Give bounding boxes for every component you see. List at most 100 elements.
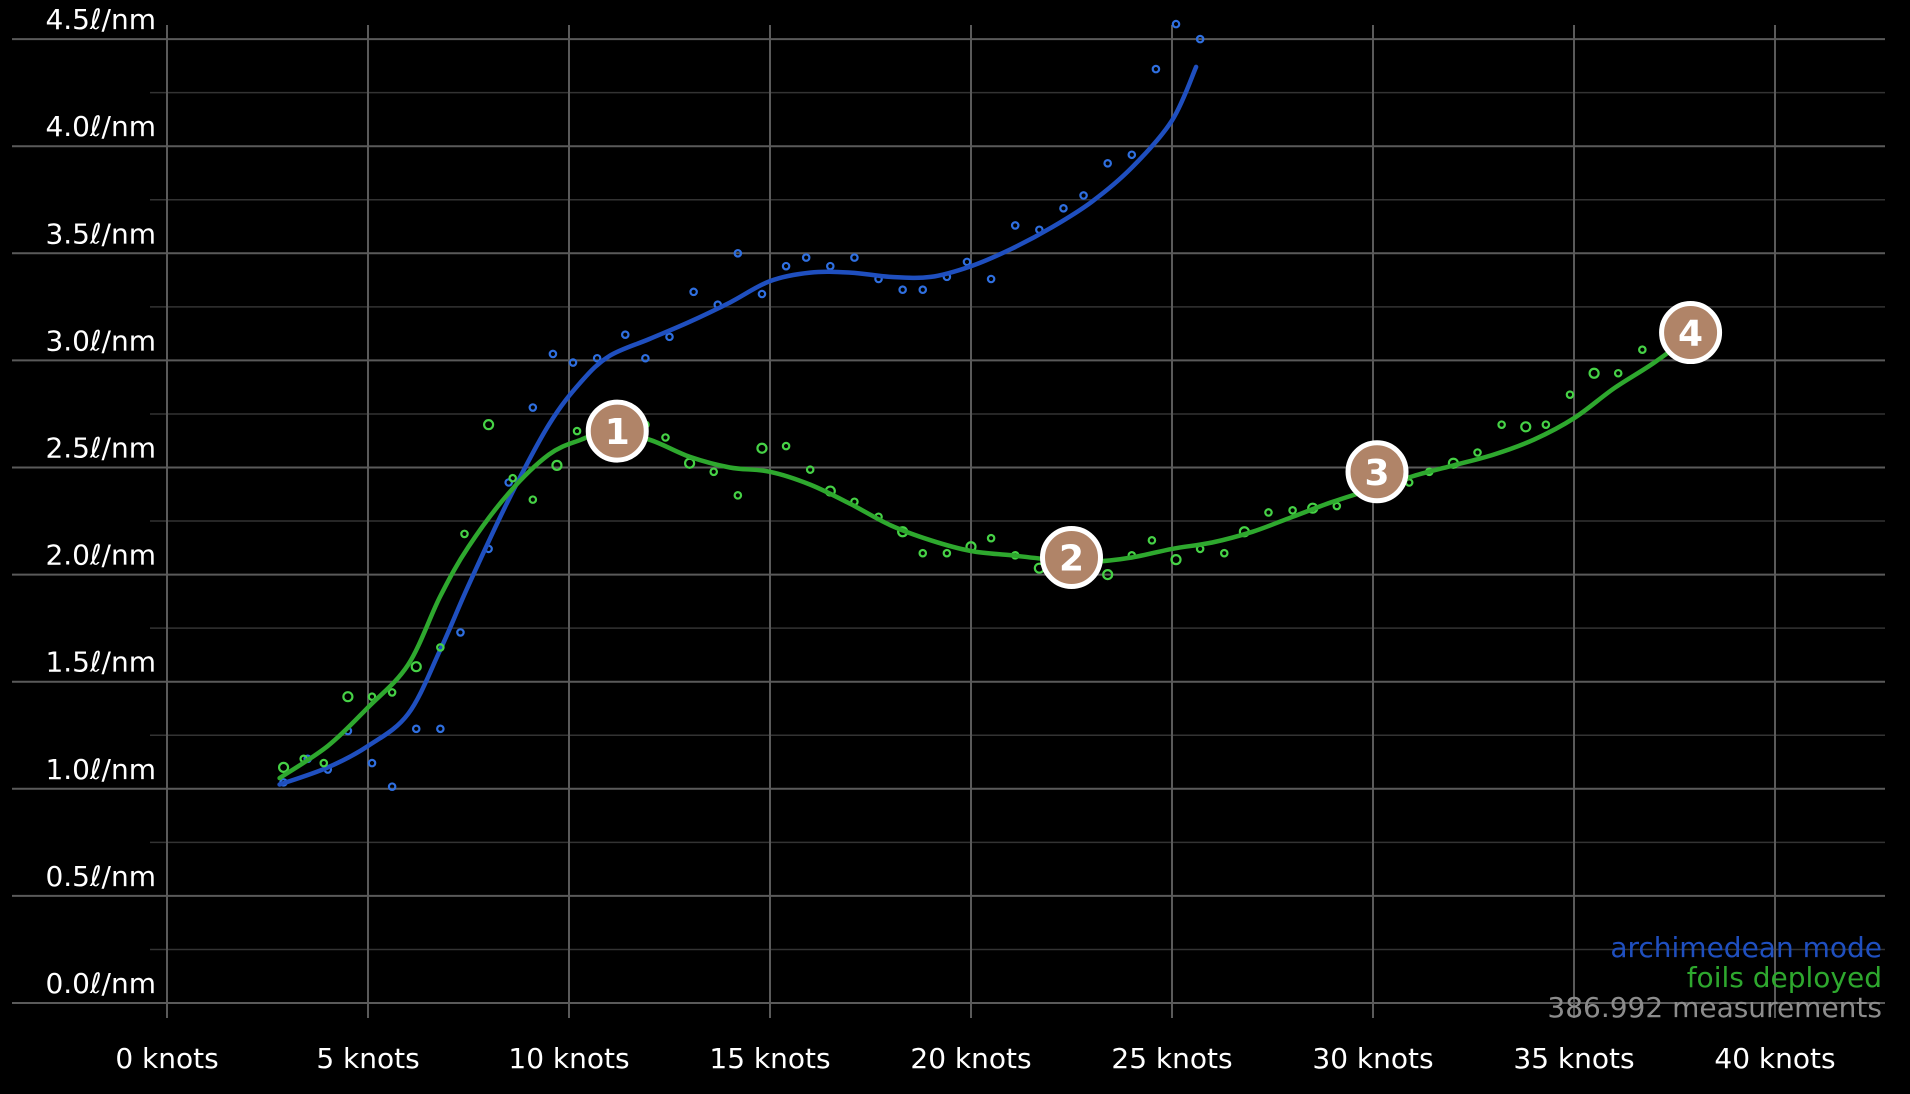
x-tick-label: 15 knots bbox=[709, 1042, 830, 1075]
data-point-foils bbox=[709, 467, 719, 477]
data-point-foils bbox=[1520, 421, 1532, 433]
legend-archimedean: archimedean mode bbox=[1610, 931, 1882, 964]
marker-label: 3 bbox=[1364, 453, 1389, 494]
series-layer bbox=[277, 19, 1697, 791]
data-point-foils bbox=[1219, 548, 1229, 558]
data-point-archimedean bbox=[641, 353, 650, 363]
data-point-archimedean bbox=[568, 358, 578, 367]
data-point-foils bbox=[1332, 501, 1342, 511]
marker-circle bbox=[585, 399, 649, 463]
y-tick-label: 2.5ℓ/nm bbox=[45, 432, 156, 465]
data-point-foils bbox=[367, 692, 377, 701]
data-point-foils bbox=[1264, 508, 1273, 517]
data-point-foils bbox=[1473, 448, 1482, 457]
data-point-archimedean bbox=[387, 782, 397, 791]
data-point-foils bbox=[942, 548, 952, 558]
minor-gridlines bbox=[150, 91, 1885, 951]
legend: archimedean mode foils deployed 386.992 … bbox=[1547, 931, 1882, 1024]
x-tick-label: 20 knots bbox=[910, 1042, 1031, 1075]
data-point-foils bbox=[733, 491, 743, 500]
trend-line-archimedean bbox=[277, 64, 1199, 787]
x-tick-label: 10 knots bbox=[508, 1042, 629, 1075]
data-point-archimedean bbox=[456, 628, 465, 637]
legend-measurements: 386.992 measurements bbox=[1547, 991, 1882, 1024]
series-archimedean bbox=[277, 19, 1205, 791]
data-point-archimedean bbox=[1103, 159, 1112, 168]
data-point-foils bbox=[805, 465, 815, 474]
marker-label: 2 bbox=[1059, 538, 1084, 579]
y-tick-label: 1.5ℓ/nm bbox=[45, 646, 156, 679]
data-point-archimedean bbox=[1010, 221, 1020, 230]
data-point-foils bbox=[436, 643, 445, 652]
data-point-archimedean bbox=[1151, 64, 1161, 74]
marker-3: 3 bbox=[1345, 440, 1409, 504]
data-point-archimedean bbox=[436, 724, 445, 734]
y-axis: 0.0ℓ/nm 0.5ℓ/nm 1.0ℓ/nm 1.5ℓ/nm 2.0ℓ/nm 2.5ℓ/… bbox=[45, 3, 156, 1000]
data-point-foils bbox=[918, 548, 928, 558]
data-point-archimedean bbox=[825, 261, 835, 271]
y-tick-label: 0.0ℓ/nm bbox=[45, 967, 156, 1000]
x-axis: 0 knots 5 knots 10 knots 15 knots 20 knots 25… bbox=[115, 1042, 1835, 1075]
data-point-archimedean bbox=[620, 330, 630, 339]
data-point-archimedean bbox=[1171, 19, 1181, 29]
x-tick-label: 25 knots bbox=[1111, 1042, 1232, 1075]
data-point-archimedean bbox=[918, 285, 928, 295]
marker-1: 1 bbox=[585, 399, 649, 463]
data-point-archimedean bbox=[689, 287, 698, 297]
x-tick-label: 30 knots bbox=[1312, 1042, 1433, 1075]
series-foils bbox=[277, 330, 1697, 781]
legend-foils: foils deployed bbox=[1687, 961, 1882, 994]
marker-circle bbox=[1345, 440, 1409, 504]
data-point-foils bbox=[528, 495, 538, 504]
marker-layer: 1 2 3 4 bbox=[585, 301, 1723, 589]
data-point-foils bbox=[781, 441, 791, 451]
data-point-foils bbox=[1102, 568, 1114, 581]
y-tick-label: 1.0ℓ/nm bbox=[45, 753, 156, 786]
data-point-foils bbox=[319, 758, 329, 768]
data-point-foils bbox=[342, 691, 354, 703]
y-tick-label: 4.0ℓ/nm bbox=[45, 110, 156, 143]
data-point-archimedean bbox=[665, 332, 674, 342]
marker-4: 4 bbox=[1659, 301, 1723, 365]
data-point-foils bbox=[410, 661, 422, 673]
trend-line-foils bbox=[277, 330, 1697, 781]
data-point-foils bbox=[661, 433, 670, 442]
data-point-foils bbox=[1497, 420, 1506, 429]
data-point-foils bbox=[1170, 554, 1182, 566]
data-point-archimedean bbox=[528, 403, 538, 412]
data-point-archimedean bbox=[411, 724, 421, 734]
data-point-archimedean bbox=[1059, 204, 1068, 213]
data-point-archimedean bbox=[1127, 150, 1137, 160]
data-point-archimedean bbox=[850, 253, 859, 262]
data-point-foils bbox=[1613, 368, 1623, 378]
data-point-archimedean bbox=[801, 253, 811, 262]
data-point-foils bbox=[1147, 536, 1157, 545]
data-point-foils bbox=[986, 533, 996, 543]
data-point-foils bbox=[277, 761, 290, 773]
data-point-foils bbox=[483, 419, 495, 431]
major-gridlines bbox=[12, 25, 1885, 1018]
data-point-archimedean bbox=[733, 249, 743, 258]
data-point-archimedean bbox=[592, 353, 602, 363]
data-point-archimedean bbox=[757, 289, 767, 299]
x-tick-label: 35 knots bbox=[1513, 1042, 1634, 1075]
marker-label: 4 bbox=[1678, 314, 1703, 355]
data-point-foils bbox=[1565, 390, 1575, 399]
y-tick-label: 3.0ℓ/nm bbox=[45, 324, 156, 357]
data-point-foils bbox=[1541, 420, 1551, 429]
data-point-archimedean bbox=[898, 285, 907, 295]
data-point-archimedean bbox=[962, 257, 972, 267]
data-point-archimedean bbox=[367, 758, 377, 768]
data-point-foils bbox=[1588, 367, 1600, 379]
data-point-foils bbox=[572, 426, 582, 436]
data-point-archimedean bbox=[781, 261, 791, 271]
data-point-foils bbox=[551, 459, 563, 471]
data-point-foils bbox=[387, 688, 397, 697]
y-tick-label: 0.5ℓ/nm bbox=[45, 860, 156, 893]
data-point-foils bbox=[460, 529, 469, 539]
data-point-archimedean bbox=[1079, 191, 1088, 200]
data-point-archimedean bbox=[986, 274, 996, 284]
data-point-foils bbox=[756, 442, 768, 454]
